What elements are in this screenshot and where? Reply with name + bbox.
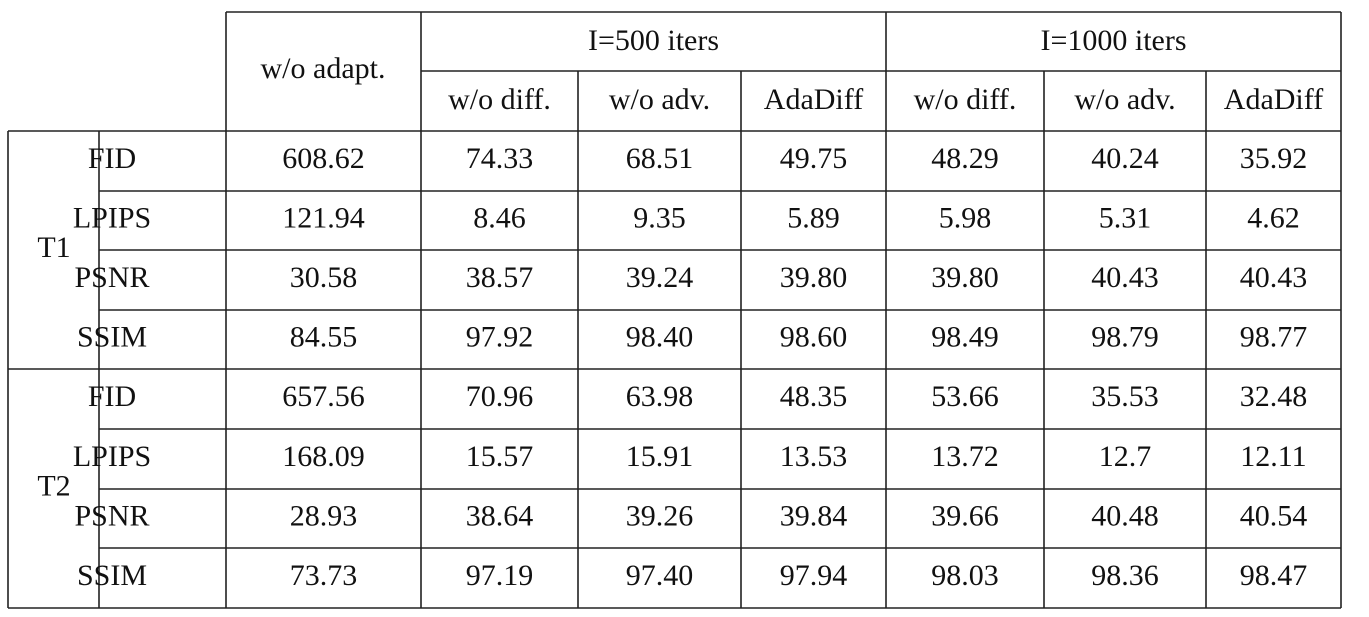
cell-value: 98.36 <box>1091 559 1159 592</box>
cell-value: 15.91 <box>626 440 694 473</box>
column-header: w/o adv. <box>1074 83 1175 116</box>
cell-value: 12.11 <box>1240 440 1306 473</box>
cell-value: 74.33 <box>466 142 534 175</box>
cell-value: 5.31 <box>1099 201 1152 234</box>
cell-value: 5.89 <box>787 201 840 234</box>
cell-value: 5.98 <box>939 201 992 234</box>
cell-value: 13.72 <box>931 440 999 473</box>
cell-value: 40.48 <box>1091 499 1159 532</box>
metric-label: SSIM <box>77 559 147 592</box>
cell-value: 39.66 <box>931 499 999 532</box>
metric-label: FID <box>88 380 136 413</box>
column-header: AdaDiff <box>1224 83 1323 116</box>
cell-value: 98.47 <box>1240 559 1308 592</box>
group-header: I=1000 iters <box>1040 24 1186 57</box>
cell-value: 28.93 <box>290 499 358 532</box>
cell-value: 98.49 <box>931 320 999 353</box>
group-header: I=500 iters <box>588 24 719 57</box>
cell-value: 168.09 <box>282 440 365 473</box>
cell-value: 97.19 <box>466 559 534 592</box>
cell-value: 97.40 <box>626 559 694 592</box>
cell-value: 15.57 <box>466 440 534 473</box>
column-header: w/o diff. <box>448 83 551 116</box>
cell-value: 32.48 <box>1240 380 1308 413</box>
cell-value: 39.84 <box>780 499 848 532</box>
metric-label: PSNR <box>74 261 149 294</box>
cell-value: 48.29 <box>931 142 999 175</box>
cell-value: 39.80 <box>931 261 999 294</box>
cell-value: 49.75 <box>780 142 848 175</box>
metric-label: PSNR <box>74 499 149 532</box>
cell-value: 608.62 <box>282 142 365 175</box>
cell-value: 98.40 <box>626 320 694 353</box>
cell-value: 84.55 <box>290 320 358 353</box>
cell-value: 40.43 <box>1091 261 1159 294</box>
row-group-label: T2 <box>37 469 70 502</box>
cell-value: 73.73 <box>290 559 358 592</box>
cell-value: 30.58 <box>290 261 358 294</box>
cell-value: 38.57 <box>466 261 534 294</box>
cell-value: 97.92 <box>466 320 534 353</box>
cell-value: 4.62 <box>1247 201 1300 234</box>
cell-value: 63.98 <box>626 380 694 413</box>
cell-value: 35.92 <box>1240 142 1308 175</box>
metric-label: LPIPS <box>73 440 151 473</box>
cell-value: 70.96 <box>466 380 534 413</box>
metric-label: LPIPS <box>73 201 151 234</box>
column-header: w/o adv. <box>609 83 710 116</box>
metric-label: SSIM <box>77 320 147 353</box>
cell-value: 12.7 <box>1099 440 1152 473</box>
cell-value: 39.80 <box>780 261 848 294</box>
cell-value: 98.60 <box>780 320 848 353</box>
cell-value: 98.77 <box>1240 320 1308 353</box>
column-header: w/o diff. <box>914 83 1017 116</box>
row-group-label: T1 <box>37 231 70 264</box>
cell-value: 35.53 <box>1091 380 1159 413</box>
table-rules <box>7 11 1342 609</box>
cell-value: 98.03 <box>931 559 999 592</box>
cell-value: 13.53 <box>780 440 848 473</box>
column-header: AdaDiff <box>764 83 863 116</box>
cell-value: 40.43 <box>1240 261 1308 294</box>
cell-value: 53.66 <box>931 380 999 413</box>
cell-value: 48.35 <box>780 380 848 413</box>
cell-value: 9.35 <box>633 201 686 234</box>
header-cell: w/o adapt. <box>261 52 386 85</box>
cell-value: 657.56 <box>282 380 365 413</box>
cell-value: 39.24 <box>626 261 694 294</box>
cell-value: 40.54 <box>1240 499 1308 532</box>
cell-value: 121.94 <box>282 201 365 234</box>
cell-value: 8.46 <box>473 201 526 234</box>
cell-value: 98.79 <box>1091 320 1159 353</box>
cell-value: 38.64 <box>466 499 534 532</box>
cell-value: 40.24 <box>1091 142 1159 175</box>
cell-value: 68.51 <box>626 142 694 175</box>
cell-value: 39.26 <box>626 499 694 532</box>
metric-label: FID <box>88 142 136 175</box>
cell-value: 97.94 <box>780 559 848 592</box>
